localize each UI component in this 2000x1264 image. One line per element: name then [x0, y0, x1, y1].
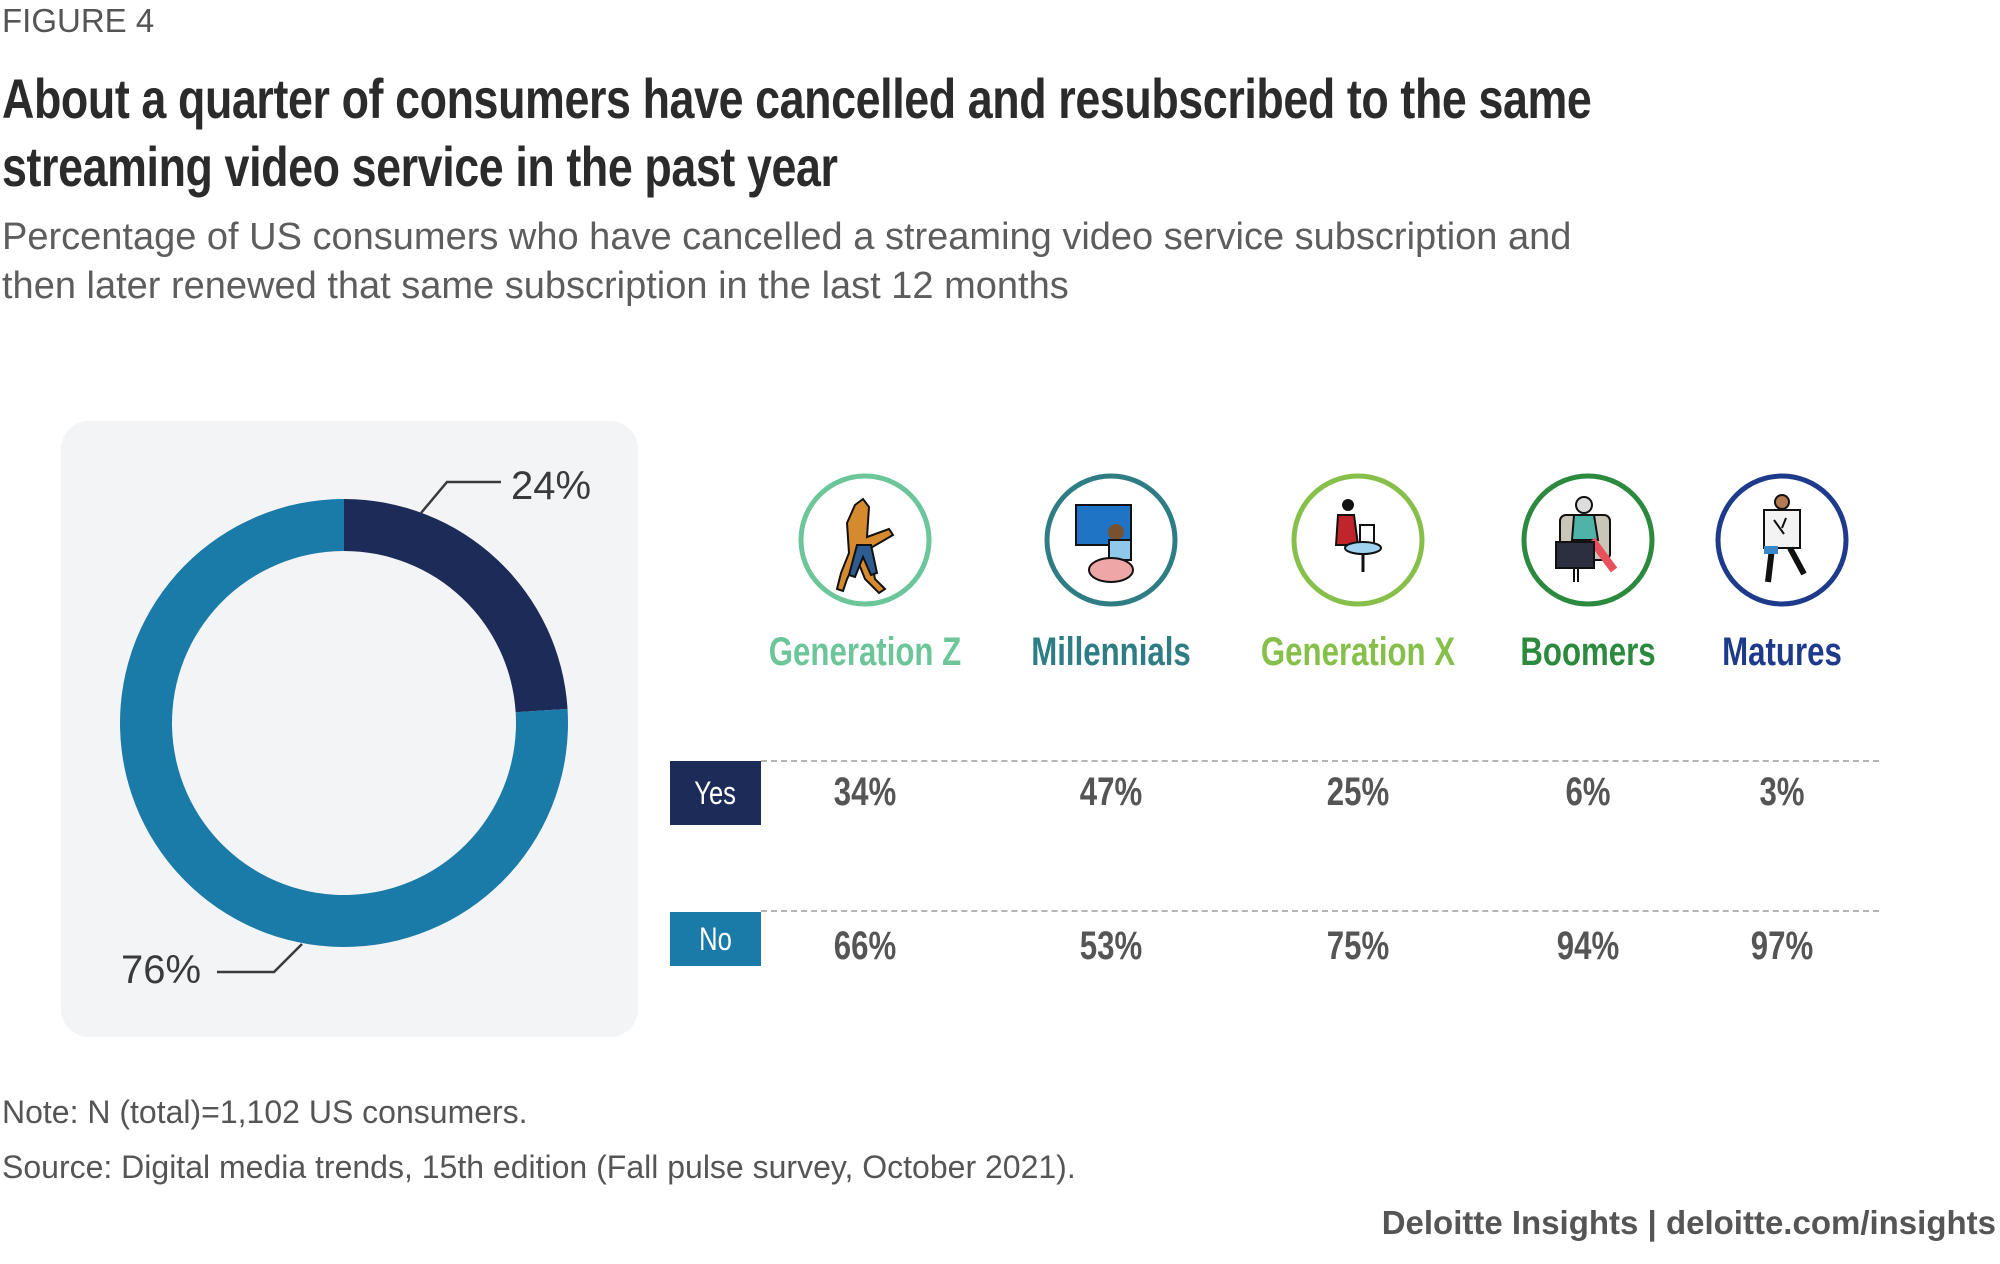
value-no-matures: 97% [1750, 924, 1814, 968]
value-yes-millennials: 47% [1079, 770, 1143, 814]
column-header-millennials: Millennials [1031, 630, 1191, 674]
donut-slice-yes [344, 499, 568, 713]
chart-title-line-2: streaming video service in the past year [2, 135, 838, 198]
donut-slices [119, 499, 569, 948]
leader-line-no [217, 943, 303, 974]
column-header-matures: Matures [1722, 630, 1842, 674]
gen-x-laptop-icon [1288, 470, 1428, 610]
note: Note: N (total)=1,102 US consumers. [2, 1094, 528, 1130]
boomer-armchair-tv-icon [1518, 470, 1658, 610]
subtitle-line-1: Percentage of US consumers who have canc… [2, 216, 1572, 258]
source: Source: Digital media trends, 15th editi… [2, 1149, 1076, 1185]
column-header-boomers: Boomers [1520, 630, 1656, 674]
value-no-boomers: 94% [1556, 924, 1620, 968]
value-no-millennials: 53% [1079, 924, 1143, 968]
column-header-generation-z: Generation Z [768, 630, 962, 674]
gen-z-person-icon [795, 470, 935, 610]
value-yes-boomers: 6% [1565, 770, 1611, 814]
column-header-generation-x: Generation X [1260, 630, 1456, 674]
figure-label: FIGURE 4 [2, 2, 155, 39]
legend-no-label: No [699, 920, 732, 957]
row-divider-no [761, 910, 1879, 912]
subtitle-line-2: then later renewed that same subscriptio… [2, 265, 1069, 307]
donut-label-yes: 24% [511, 464, 592, 508]
leader-line-yes [420, 480, 501, 514]
millennial-gaming-icon [1041, 470, 1181, 610]
value-no-generation-x: 75% [1326, 924, 1390, 968]
row-divider-yes [761, 760, 1879, 762]
donut-label-no: 76% [121, 948, 202, 992]
legend-no: No [670, 912, 761, 966]
value-no-generation-z: 66% [833, 924, 897, 968]
mature-newspaper-icon [1712, 470, 1852, 610]
value-yes-generation-x: 25% [1326, 770, 1390, 814]
value-yes-matures: 3% [1759, 770, 1805, 814]
legend-yes: Yes [670, 761, 761, 825]
footer-credit: Deloitte Insights | deloitte.com/insight… [1381, 1204, 1996, 1241]
chart-title-line-1: About a quarter of consumers have cancel… [2, 67, 1592, 130]
legend-yes-label: Yes [694, 774, 737, 811]
value-yes-generation-z: 34% [833, 770, 897, 814]
